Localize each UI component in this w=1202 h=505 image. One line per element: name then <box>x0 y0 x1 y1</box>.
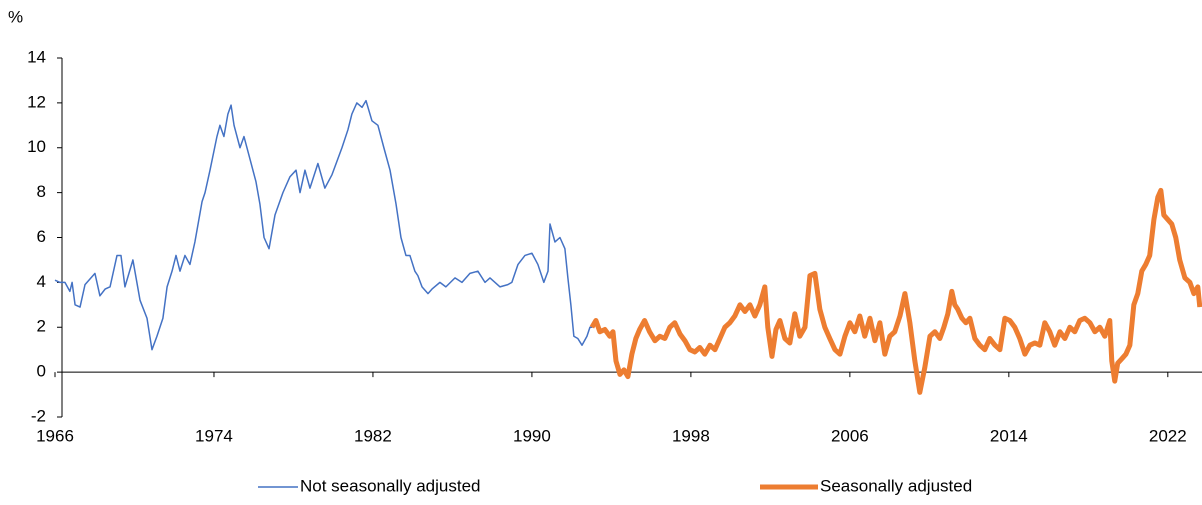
y-tick-label: 4 <box>37 272 46 291</box>
y-tick-label: 12 <box>27 92 46 111</box>
y-tick-label: 0 <box>37 362 46 381</box>
y-tick-label: -2 <box>31 406 46 425</box>
series-line <box>589 187 1202 395</box>
x-tick-label: 2006 <box>831 426 869 445</box>
legend-label: Seasonally adjusted <box>820 476 972 495</box>
x-tick-label: 2014 <box>990 426 1028 445</box>
y-tick-label: 6 <box>37 227 46 246</box>
x-tick-label: 1998 <box>672 426 710 445</box>
x-tick-label: 2022 <box>1149 426 1187 445</box>
y-tick-label: 2 <box>37 317 46 336</box>
legend-label: Not seasonally adjusted <box>300 476 481 495</box>
x-tick-label: 1982 <box>354 426 392 445</box>
x-tick-label: 1974 <box>195 426 233 445</box>
y-tick-label: 8 <box>37 182 46 201</box>
y-tick-label: 14 <box>27 47 46 66</box>
x-tick-label: 1966 <box>36 426 74 445</box>
y-axis-unit: % <box>8 7 23 26</box>
y-tick-label: 10 <box>27 137 46 156</box>
x-tick-label: 1990 <box>513 426 551 445</box>
